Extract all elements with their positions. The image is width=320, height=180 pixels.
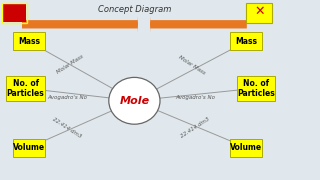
- Text: Avogadro's No: Avogadro's No: [47, 95, 87, 100]
- FancyBboxPatch shape: [13, 139, 45, 157]
- Text: Mass: Mass: [18, 37, 40, 46]
- Text: ✕: ✕: [254, 5, 264, 18]
- Text: Volume: Volume: [230, 143, 262, 152]
- Text: Molar Mass: Molar Mass: [178, 54, 206, 75]
- Text: Mass: Mass: [236, 37, 257, 46]
- FancyBboxPatch shape: [230, 32, 262, 50]
- FancyBboxPatch shape: [237, 76, 275, 101]
- FancyBboxPatch shape: [13, 32, 45, 50]
- Text: No. of
Particles: No. of Particles: [237, 78, 275, 98]
- Text: Concept Diagram: Concept Diagram: [98, 4, 171, 14]
- FancyBboxPatch shape: [230, 139, 262, 157]
- Ellipse shape: [109, 77, 160, 124]
- Text: Mole: Mole: [119, 96, 149, 106]
- Text: No. of
Particles: No. of Particles: [7, 78, 44, 98]
- Text: ÷: ÷: [10, 5, 22, 19]
- FancyBboxPatch shape: [6, 76, 45, 101]
- Text: Molar Mass: Molar Mass: [56, 54, 85, 75]
- Text: Volume: Volume: [13, 143, 45, 152]
- FancyBboxPatch shape: [3, 4, 26, 22]
- FancyBboxPatch shape: [246, 3, 272, 22]
- Text: 22.414 dm3: 22.414 dm3: [180, 117, 211, 139]
- Text: 22.414 dm3: 22.414 dm3: [52, 117, 83, 139]
- Text: Avogadro's No: Avogadro's No: [175, 95, 215, 100]
